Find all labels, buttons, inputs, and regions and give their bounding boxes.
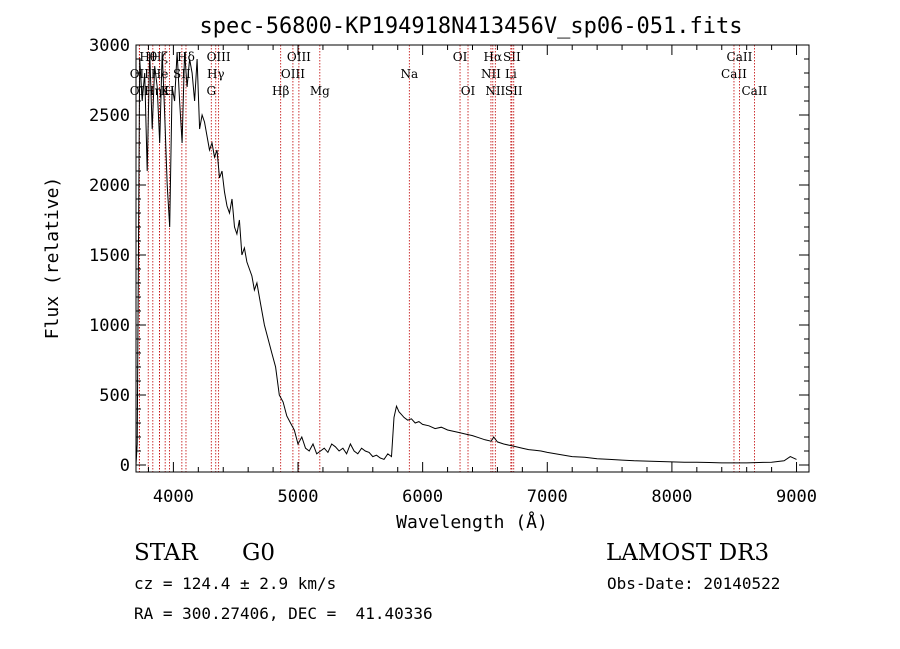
x-axis-label: Wavelength (Å) [396,511,548,533]
line-label: Mg [310,84,330,98]
ra-dec: RA = 300.27406, DEC = 41.40336 [134,604,433,623]
x-tick-label: 5000 [278,487,319,507]
spectrum-line [135,51,797,466]
line-label: Na [400,67,418,81]
line-label: CaII [721,67,747,81]
y-tick-label: 1500 [89,246,130,266]
line-label: SII [503,50,521,64]
line-label: G [206,84,216,98]
line-label: Hδ [177,50,195,64]
object-class: STAR [134,540,198,566]
y-tick-label: 0 [120,456,130,476]
survey-name: LAMOST DR3 [606,540,770,566]
spectral-line-markers: OIIOIIHθHηHζHeKHSIIHδGHγOIIIHβOIIIOIIIMg… [130,45,768,472]
y-axis-label: Flux (relative) [42,177,63,340]
x-axis-ticks: 4000 5000 6000 7000 8000 9000 [147,45,817,507]
x-tick-label: 7000 [527,487,568,507]
x-tick-label: 8000 [651,487,692,507]
line-label: CaII [741,84,767,98]
observation-date: Obs-Date: 20140522 [607,574,781,593]
redshift-cz: cz = 124.4 ± 2.9 km/s [134,574,337,593]
chart-title: spec-56800-KP194918N413456V_sp06-051.fit… [199,14,742,39]
line-label: H [164,84,174,98]
x-tick-label: 4000 [153,487,194,507]
y-tick-label: 500 [99,386,130,406]
line-label: NII [485,84,505,98]
x-tick-label: 9000 [776,487,817,507]
line-label: OIII [207,50,231,64]
line-label: OI [453,50,468,64]
line-label: Hη [144,84,162,98]
y-tick-label: 3000 [89,36,130,56]
x-tick-label: 6000 [402,487,443,507]
line-label: OIII [281,67,305,81]
line-label: OIII [287,50,311,64]
line-label: CaII [727,50,753,64]
line-label: K [161,84,171,98]
line-label: OI [461,84,476,98]
plot-frame [135,44,810,473]
line-label: Hβ [272,84,289,98]
y-tick-label: 1000 [89,316,130,336]
y-axis-ticks: 0 500 1000 1500 2000 2500 3000 [89,36,809,476]
line-label: He [151,67,169,81]
line-label: Li [505,67,517,81]
line-label: Hα [484,50,503,64]
y-tick-label: 2500 [89,106,130,126]
line-label: Hγ [207,67,225,81]
line-label: SII [505,84,523,98]
line-label: NII [481,67,501,81]
object-subclass: G0 [242,540,276,566]
y-tick-label: 2000 [89,176,130,196]
